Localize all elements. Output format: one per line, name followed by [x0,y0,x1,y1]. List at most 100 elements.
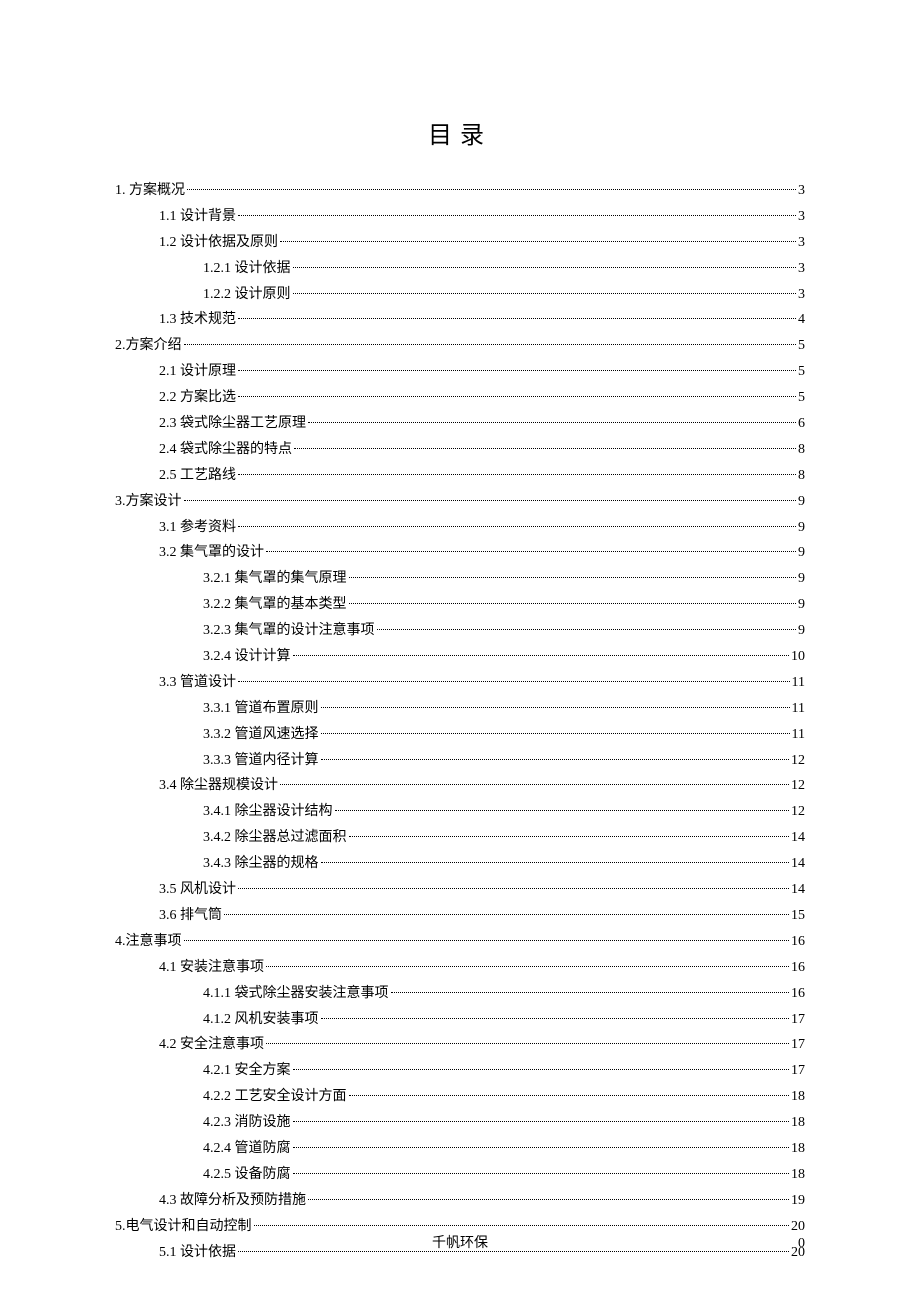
toc-entry-page: 9 [798,540,805,566]
toc-leader-dots [238,396,796,397]
toc-container: 1. 方案概况31.1 设计背景31.2 设计依据及原则31.2.1 设计依据3… [115,178,805,1265]
toc-entry-page: 17 [791,1058,805,1084]
toc-entry: 3.6 排气筒15 [115,903,805,929]
toc-entry: 2.1 设计原理5 [115,359,805,385]
toc-entry: 3.2.3 集气罩的设计注意事项 9 [115,618,805,644]
toc-entry-label: 4.1 安装注意事项 [159,955,264,981]
toc-entry-label: 1.1 设计背景 [159,204,236,230]
toc-leader-dots [266,1043,789,1044]
toc-entry-page: 3 [798,256,805,282]
toc-title: 目录 [115,115,805,150]
toc-entry-page: 11 [792,696,805,722]
toc-entry-label: 2.4 袋式除尘器的特点 [159,437,292,463]
toc-entry-page: 11 [792,722,805,748]
toc-entry-page: 14 [791,877,805,903]
toc-leader-dots [293,1121,790,1122]
toc-entry-page: 12 [791,748,805,774]
toc-entry-label: 4.1.2 风机安装事项 [203,1007,319,1033]
toc-entry: 3.2.4 设计计算 10 [115,644,805,670]
toc-entry-page: 19 [791,1188,805,1214]
toc-leader-dots [238,370,796,371]
toc-entry-page: 16 [791,929,805,955]
toc-leader-dots [349,577,797,578]
toc-entry-label: 4.2 安全注意事项 [159,1032,264,1058]
toc-entry-label: 4.2.3 消防设施 [203,1110,291,1136]
toc-entry-page: 18 [791,1162,805,1188]
toc-entry-page: 4 [798,307,805,333]
toc-leader-dots [280,784,789,785]
toc-entry: 4.注意事项16 [115,929,805,955]
toc-entry-label: 3.4.1 除尘器设计结构 [203,799,333,825]
toc-entry-page: 3 [798,230,805,256]
toc-entry-page: 3 [798,204,805,230]
toc-leader-dots [238,526,796,527]
toc-entry-label: 3.3.3 管道内径计算 [203,748,319,774]
toc-entry-page: 14 [791,825,805,851]
toc-entry-label: 4.2.4 管道防腐 [203,1136,291,1162]
toc-entry-label: 3.1 参考资料 [159,515,236,541]
toc-entry-label: 3.4 除尘器规模设计 [159,773,278,799]
toc-entry: 4.1.2 风机安装事项 17 [115,1007,805,1033]
toc-entry: 1.2 设计依据及原则3 [115,230,805,256]
toc-entry: 4.1 安装注意事项16 [115,955,805,981]
toc-entry: 2.3 袋式除尘器工艺原理6 [115,411,805,437]
toc-entry: 1.2.1 设计依据3 [115,256,805,282]
toc-entry-label: 2.2 方案比选 [159,385,236,411]
toc-entry: 3.3.3 管道内径计算 12 [115,748,805,774]
toc-entry-label: 3.2.2 集气罩的基本类型 [203,592,347,618]
toc-entry-page: 18 [791,1084,805,1110]
toc-entry: 4.2 安全注意事项17 [115,1032,805,1058]
toc-entry: 4.2.5 设备防腐 18 [115,1162,805,1188]
toc-entry-label: 3.4.2 除尘器总过滤面积 [203,825,347,851]
toc-entry: 2.5 工艺路线8 [115,463,805,489]
toc-leader-dots [294,448,796,449]
toc-leader-dots [321,862,790,863]
toc-entry-label: 3.3.1 管道布置原则 [203,696,319,722]
toc-entry-label: 3.3.2 管道风速选择 [203,722,319,748]
toc-entry-page: 8 [798,463,805,489]
toc-leader-dots [293,1069,790,1070]
page-footer: 千帆环保 0 [0,1232,920,1252]
toc-entry-page: 10 [791,644,805,670]
toc-leader-dots [266,551,796,552]
toc-entry: 3.4.2 除尘器总过滤面积 14 [115,825,805,851]
toc-entry: 4.2.2 工艺安全设计方面18 [115,1084,805,1110]
toc-entry-page: 9 [798,515,805,541]
toc-leader-dots [238,474,796,475]
toc-entry-page: 16 [791,981,805,1007]
toc-entry-page: 18 [791,1110,805,1136]
toc-leader-dots [184,500,797,501]
toc-entry-label: 3.6 排气筒 [159,903,222,929]
toc-entry-label: 1.3 技术规范 [159,307,236,333]
toc-leader-dots [321,1018,790,1019]
toc-entry: 3.2 集气罩的设计9 [115,540,805,566]
toc-entry: 2.4 袋式除尘器的特点8 [115,437,805,463]
toc-entry-page: 17 [791,1007,805,1033]
toc-entry: 3.1 参考资料 9 [115,515,805,541]
toc-entry-label: 4.2.5 设备防腐 [203,1162,291,1188]
toc-entry: 3.5 风机设计14 [115,877,805,903]
toc-entry-page: 9 [798,618,805,644]
toc-entry-label: 4.1.1 袋式除尘器安装注意事项 [203,981,389,1007]
toc-entry: 4.2.3 消防设施 18 [115,1110,805,1136]
toc-leader-dots [321,759,790,760]
toc-entry-label: 3.2.3 集气罩的设计注意事项 [203,618,375,644]
toc-entry-label: 3.2.1 集气罩的集气原理 [203,566,347,592]
toc-entry: 4.2.4 管道防腐18 [115,1136,805,1162]
toc-leader-dots [308,1199,789,1200]
toc-leader-dots [184,344,797,345]
toc-leader-dots [293,293,797,294]
toc-entry: 1.3 技术规范 4 [115,307,805,333]
toc-leader-dots [293,1173,790,1174]
toc-entry-label: 2.1 设计原理 [159,359,236,385]
toc-entry-page: 5 [798,333,805,359]
toc-entry: 3.4.3 除尘器的规格14 [115,851,805,877]
toc-leader-dots [391,992,790,993]
toc-entry-page: 5 [798,385,805,411]
toc-entry: 4.2.1 安全方案17 [115,1058,805,1084]
toc-entry-page: 9 [798,489,805,515]
toc-leader-dots [321,733,790,734]
toc-entry-label: 3.2.4 设计计算 [203,644,291,670]
toc-leader-dots [224,914,789,915]
toc-leader-dots [349,1095,790,1096]
